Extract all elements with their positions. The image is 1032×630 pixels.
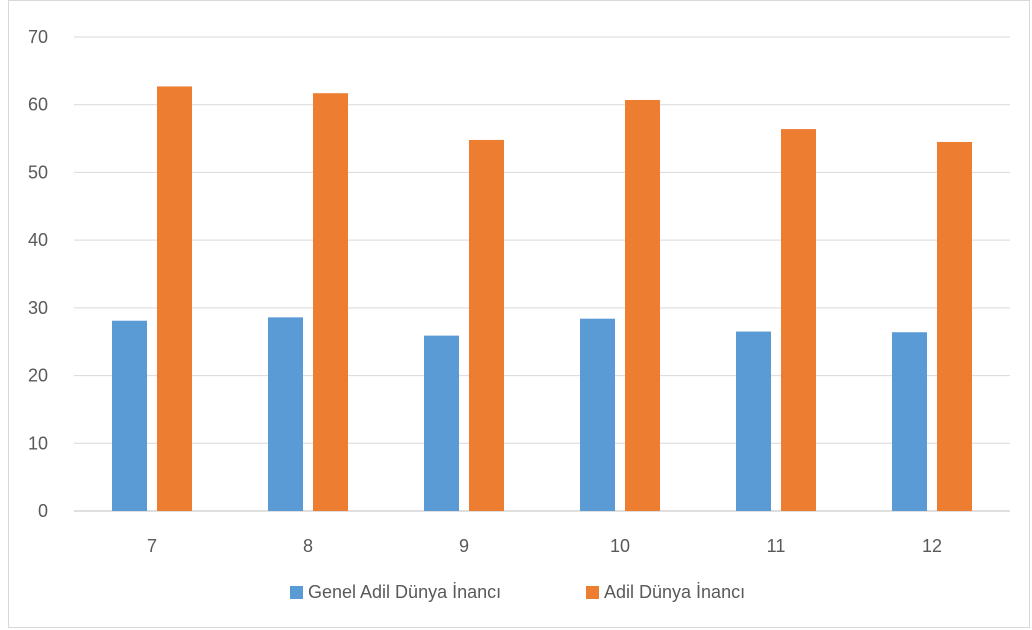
x-tick-label: 11 — [767, 536, 786, 556]
bar-genel-adil-dunya-inanci-7 — [112, 320, 147, 511]
bar-adil-dunya-inanci-9 — [469, 139, 504, 511]
bar-adil-dunya-inanci-11 — [781, 129, 816, 511]
bar-adil-dunya-inanci-8 — [313, 93, 348, 512]
y-tick-label: 20 — [28, 366, 48, 386]
bar-genel-adil-dunya-inanci-11 — [736, 331, 771, 511]
x-tick-label: 8 — [303, 536, 313, 556]
y-tick-label: 0 — [38, 501, 48, 521]
legend-label: Genel Adil Dünya İnancı — [308, 582, 501, 602]
legend-swatch — [586, 586, 599, 599]
y-tick-label: 30 — [28, 298, 48, 318]
y-axis-ticks: 0 10 20 30 40 50 60 70 — [28, 27, 48, 521]
legend-swatch — [290, 586, 303, 599]
y-tick-label: 10 — [28, 433, 48, 453]
legend-label: Adil Dünya İnancı — [604, 582, 745, 602]
bar-genel-adil-dunya-inanci-10 — [580, 318, 615, 511]
bar-genel-adil-dunya-inanci-9 — [424, 335, 459, 511]
y-tick-label: 40 — [28, 230, 48, 250]
bars — [112, 86, 972, 512]
x-tick-label: 9 — [459, 536, 469, 556]
bar-adil-dunya-inanci-12 — [937, 141, 972, 511]
bar-genel-adil-dunya-inanci-8 — [268, 317, 303, 511]
x-tick-label: 12 — [922, 536, 942, 556]
x-axis-ticks: 7 8 9 10 11 12 — [147, 536, 942, 556]
y-tick-label: 60 — [28, 95, 48, 115]
y-tick-label: 70 — [28, 27, 48, 47]
bar-adil-dunya-inanci-10 — [625, 99, 660, 511]
bar-adil-dunya-inanci-7 — [157, 86, 192, 511]
y-tick-label: 50 — [28, 162, 48, 182]
x-tick-label: 10 — [610, 536, 630, 556]
x-tick-label: 7 — [147, 536, 157, 556]
gridlines — [74, 36, 1010, 512]
bar-genel-adil-dunya-inanci-12 — [892, 332, 927, 511]
legend: Genel Adil Dünya İnancı Adil Dünya İnancı — [290, 582, 745, 602]
